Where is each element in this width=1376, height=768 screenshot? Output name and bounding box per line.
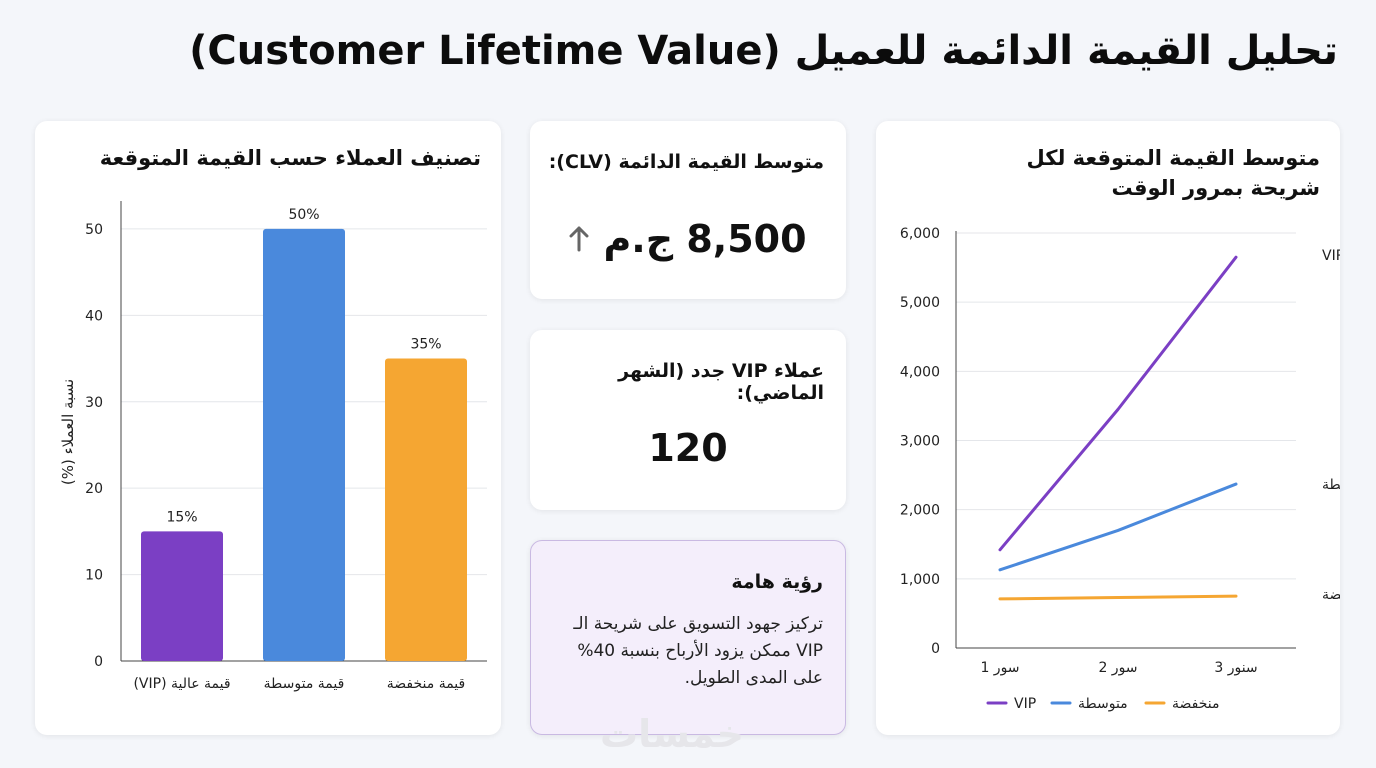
data-label: 50%: [288, 207, 319, 223]
x-tick-label: قيمة منخفضة: [387, 676, 465, 692]
vip-value: 120: [648, 426, 728, 470]
x-tick-label: سنور 3: [1214, 660, 1257, 676]
y-tick-label: 5,000: [900, 295, 940, 311]
y-tick-label: 2,000: [900, 503, 940, 519]
arrow-up-icon: [569, 226, 589, 252]
bar-chart-title: تصنيف العملاء حسب القيمة المتوقعة: [99, 146, 481, 170]
vip-kpi-card: عملاء VIP جدد (الشهر الماضي): 120: [530, 330, 846, 510]
insight-text: تركيز جهود التسويق على شريحة الـ VIP ممك…: [573, 614, 823, 689]
y-tick-label: 3,000: [900, 434, 940, 450]
x-tick-label: سور 1: [980, 660, 1019, 676]
y-tick-label: 40: [85, 308, 103, 324]
y-tick-label: 4,000: [900, 364, 940, 380]
series-line: [998, 482, 1238, 572]
insight-card: رؤية هامة تركيز جهود التسويق على شريحة ا…: [530, 540, 846, 735]
bar-chart-card: تصنيف العملاء حسب القيمة المتوقعة 0 10 20 3…: [35, 121, 501, 735]
series-end-label: متوسطة: [1322, 477, 1340, 493]
page-title: تحليل القيمة الدائمة للعميل (Customer Li…: [189, 28, 1338, 74]
y-tick-label: 0: [931, 641, 940, 657]
y-axis-label: نسبة العملاء (%): [59, 379, 77, 485]
legend-label: VIP: [1014, 696, 1036, 712]
data-label: 15%: [166, 509, 197, 525]
bar-chart: 0 10 20 30 40 50 نسبة العملاء (%) 15% قيمة عالية…: [59, 201, 487, 692]
line-chart-card: متوسط القيمة المتوقعة لكل شريحة بمرور ال…: [876, 121, 1340, 735]
vip-label: عملاء VIP جدد (الشهر الماضي):: [618, 360, 824, 404]
y-tick-label: 6,000: [900, 226, 940, 242]
x-tick-label: قيمة متوسطة: [264, 676, 345, 692]
series-line: [998, 255, 1238, 552]
bar: [263, 228, 345, 661]
line-chart: 0 1,000 2,000 3,000 4,000 5,000 6,000 سور 1 سور …: [900, 226, 1340, 712]
insight-title: رؤية هامة: [731, 571, 823, 593]
x-tick-label: قيمة عالية (VIP): [133, 676, 230, 692]
series-end-label: منخفضة: [1322, 587, 1340, 603]
y-tick-label: 50: [85, 222, 103, 238]
line-chart-title: متوسط القيمة المتوقعة لكل شريحة بمرور ال…: [1026, 146, 1320, 201]
series-line: [998, 594, 1238, 601]
series-end-label: VIP: [1322, 248, 1340, 264]
y-tick-label: 1,000: [900, 572, 940, 588]
x-tick-label: سور 2: [1098, 660, 1137, 676]
watermark: خمسات: [600, 712, 744, 756]
data-label: 35%: [410, 337, 441, 353]
clv-kpi-card: متوسط القيمة الدائمة (CLV): 8,500 ج.م: [530, 121, 846, 299]
clv-label: متوسط القيمة الدائمة (CLV):: [548, 151, 824, 173]
y-tick-label: 20: [85, 481, 103, 497]
y-tick-label: 0: [94, 654, 103, 670]
clv-value: 8,500 ج.م: [603, 217, 807, 261]
bar: [141, 531, 223, 661]
bar: [385, 358, 467, 661]
y-tick-label: 10: [85, 568, 103, 584]
legend-label: متوسطة: [1078, 696, 1128, 712]
legend-label: منخفضة: [1172, 696, 1220, 712]
y-tick-label: 30: [85, 395, 103, 411]
